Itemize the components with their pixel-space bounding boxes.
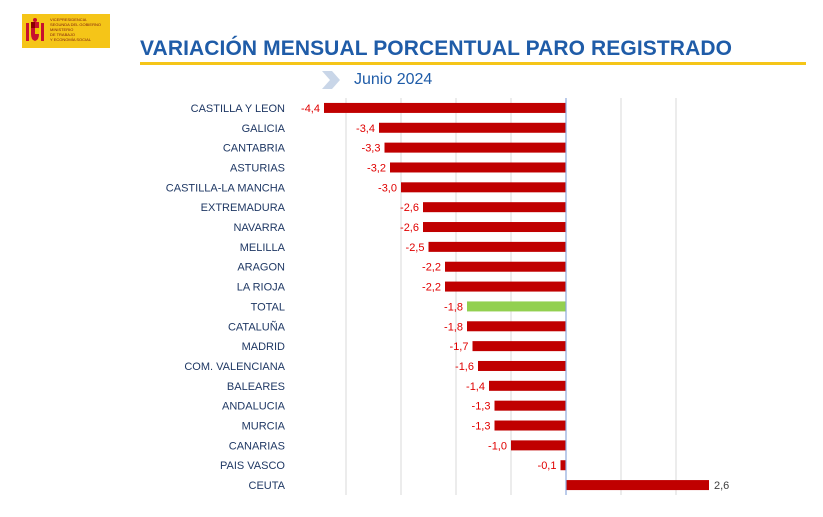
category-label: CASTILLA-LA MANCHA	[166, 182, 286, 194]
data-label: -2,2	[422, 282, 441, 294]
data-label: -1,8	[444, 321, 463, 333]
bar	[494, 420, 566, 431]
bar	[494, 400, 566, 411]
category-label: EXTREMADURA	[201, 202, 286, 214]
bar	[379, 122, 566, 133]
category-label: PAIS VASCO	[220, 460, 285, 472]
bar	[478, 360, 566, 371]
bar	[445, 261, 566, 272]
data-label: -3,0	[378, 182, 397, 194]
logo-line: DE TRABAJO	[50, 32, 76, 37]
data-label: -2,6	[400, 222, 419, 234]
bar	[428, 241, 566, 252]
bar	[467, 321, 566, 332]
data-label: -1,0	[488, 440, 507, 452]
logo-line: Y ECONOMÍA SOCIAL	[50, 37, 92, 42]
category-label: CANTABRIA	[223, 143, 286, 155]
category-label: ASTURIAS	[230, 162, 285, 174]
bar	[401, 182, 566, 193]
category-label: NAVARRA	[233, 222, 285, 234]
data-label: -1,6	[455, 361, 474, 373]
chart-subtitle: Junio 2024	[354, 71, 433, 88]
bar	[511, 440, 566, 451]
data-label: -1,3	[472, 421, 491, 433]
data-label: 2,6	[714, 480, 729, 492]
bar	[423, 222, 566, 233]
logo-line: SEGUNDA DEL GOBIERNO	[50, 22, 101, 27]
data-label: -1,4	[466, 381, 485, 393]
category-label: GALICIA	[242, 123, 286, 135]
category-label: CEUTA	[249, 480, 286, 492]
data-label: -0,1	[538, 460, 557, 472]
bar	[423, 202, 566, 213]
data-label: -3,3	[362, 143, 381, 155]
data-label: -4,4	[301, 103, 320, 115]
chart-title: VARIACIÓN MENSUAL PORCENTUAL PARO REGIST…	[140, 36, 806, 65]
bar	[324, 102, 566, 113]
ministry-text: VICEPRESIDENCIA SEGUNDA DEL GOBIERNO MIN…	[50, 17, 108, 42]
category-label: TOTAL	[251, 301, 285, 313]
data-label: -3,2	[367, 162, 386, 174]
bar	[384, 142, 566, 153]
category-label: MADRID	[242, 341, 285, 353]
data-label: -1,7	[450, 341, 469, 353]
data-label: -2,6	[400, 202, 419, 214]
bar	[489, 380, 566, 391]
category-label: CATALUÑA	[228, 320, 286, 333]
category-label: ARAGON	[237, 262, 285, 274]
data-label: -1,8	[444, 301, 463, 313]
bar	[566, 480, 709, 491]
chevron-right-icon	[322, 71, 340, 89]
category-label: ANDALUCIA	[222, 401, 286, 413]
total-bar	[467, 301, 566, 312]
data-label: -3,4	[356, 123, 375, 135]
bar	[445, 281, 566, 292]
bar	[560, 460, 566, 471]
category-label: LA RIOJA	[237, 282, 286, 294]
category-label: MURCIA	[242, 421, 286, 433]
category-label: CASTILLA Y LEON	[191, 103, 285, 115]
logo-line: MINISTERIO	[50, 27, 74, 32]
category-label: CANARIAS	[229, 440, 285, 452]
category-label: BALEARES	[227, 381, 285, 393]
category-label: MELILLA	[240, 242, 286, 254]
category-label: COM. VALENCIANA	[184, 361, 285, 373]
data-label: -1,3	[472, 401, 491, 413]
data-label: -2,2	[422, 262, 441, 274]
logo-line: VICEPRESIDENCIA	[50, 17, 87, 22]
coat-of-arms-icon	[26, 18, 44, 41]
government-logo: VICEPRESIDENCIA SEGUNDA DEL GOBIERNO MIN…	[22, 14, 110, 48]
bar	[390, 162, 566, 173]
data-label: -2,5	[406, 242, 425, 254]
bar	[472, 341, 566, 352]
